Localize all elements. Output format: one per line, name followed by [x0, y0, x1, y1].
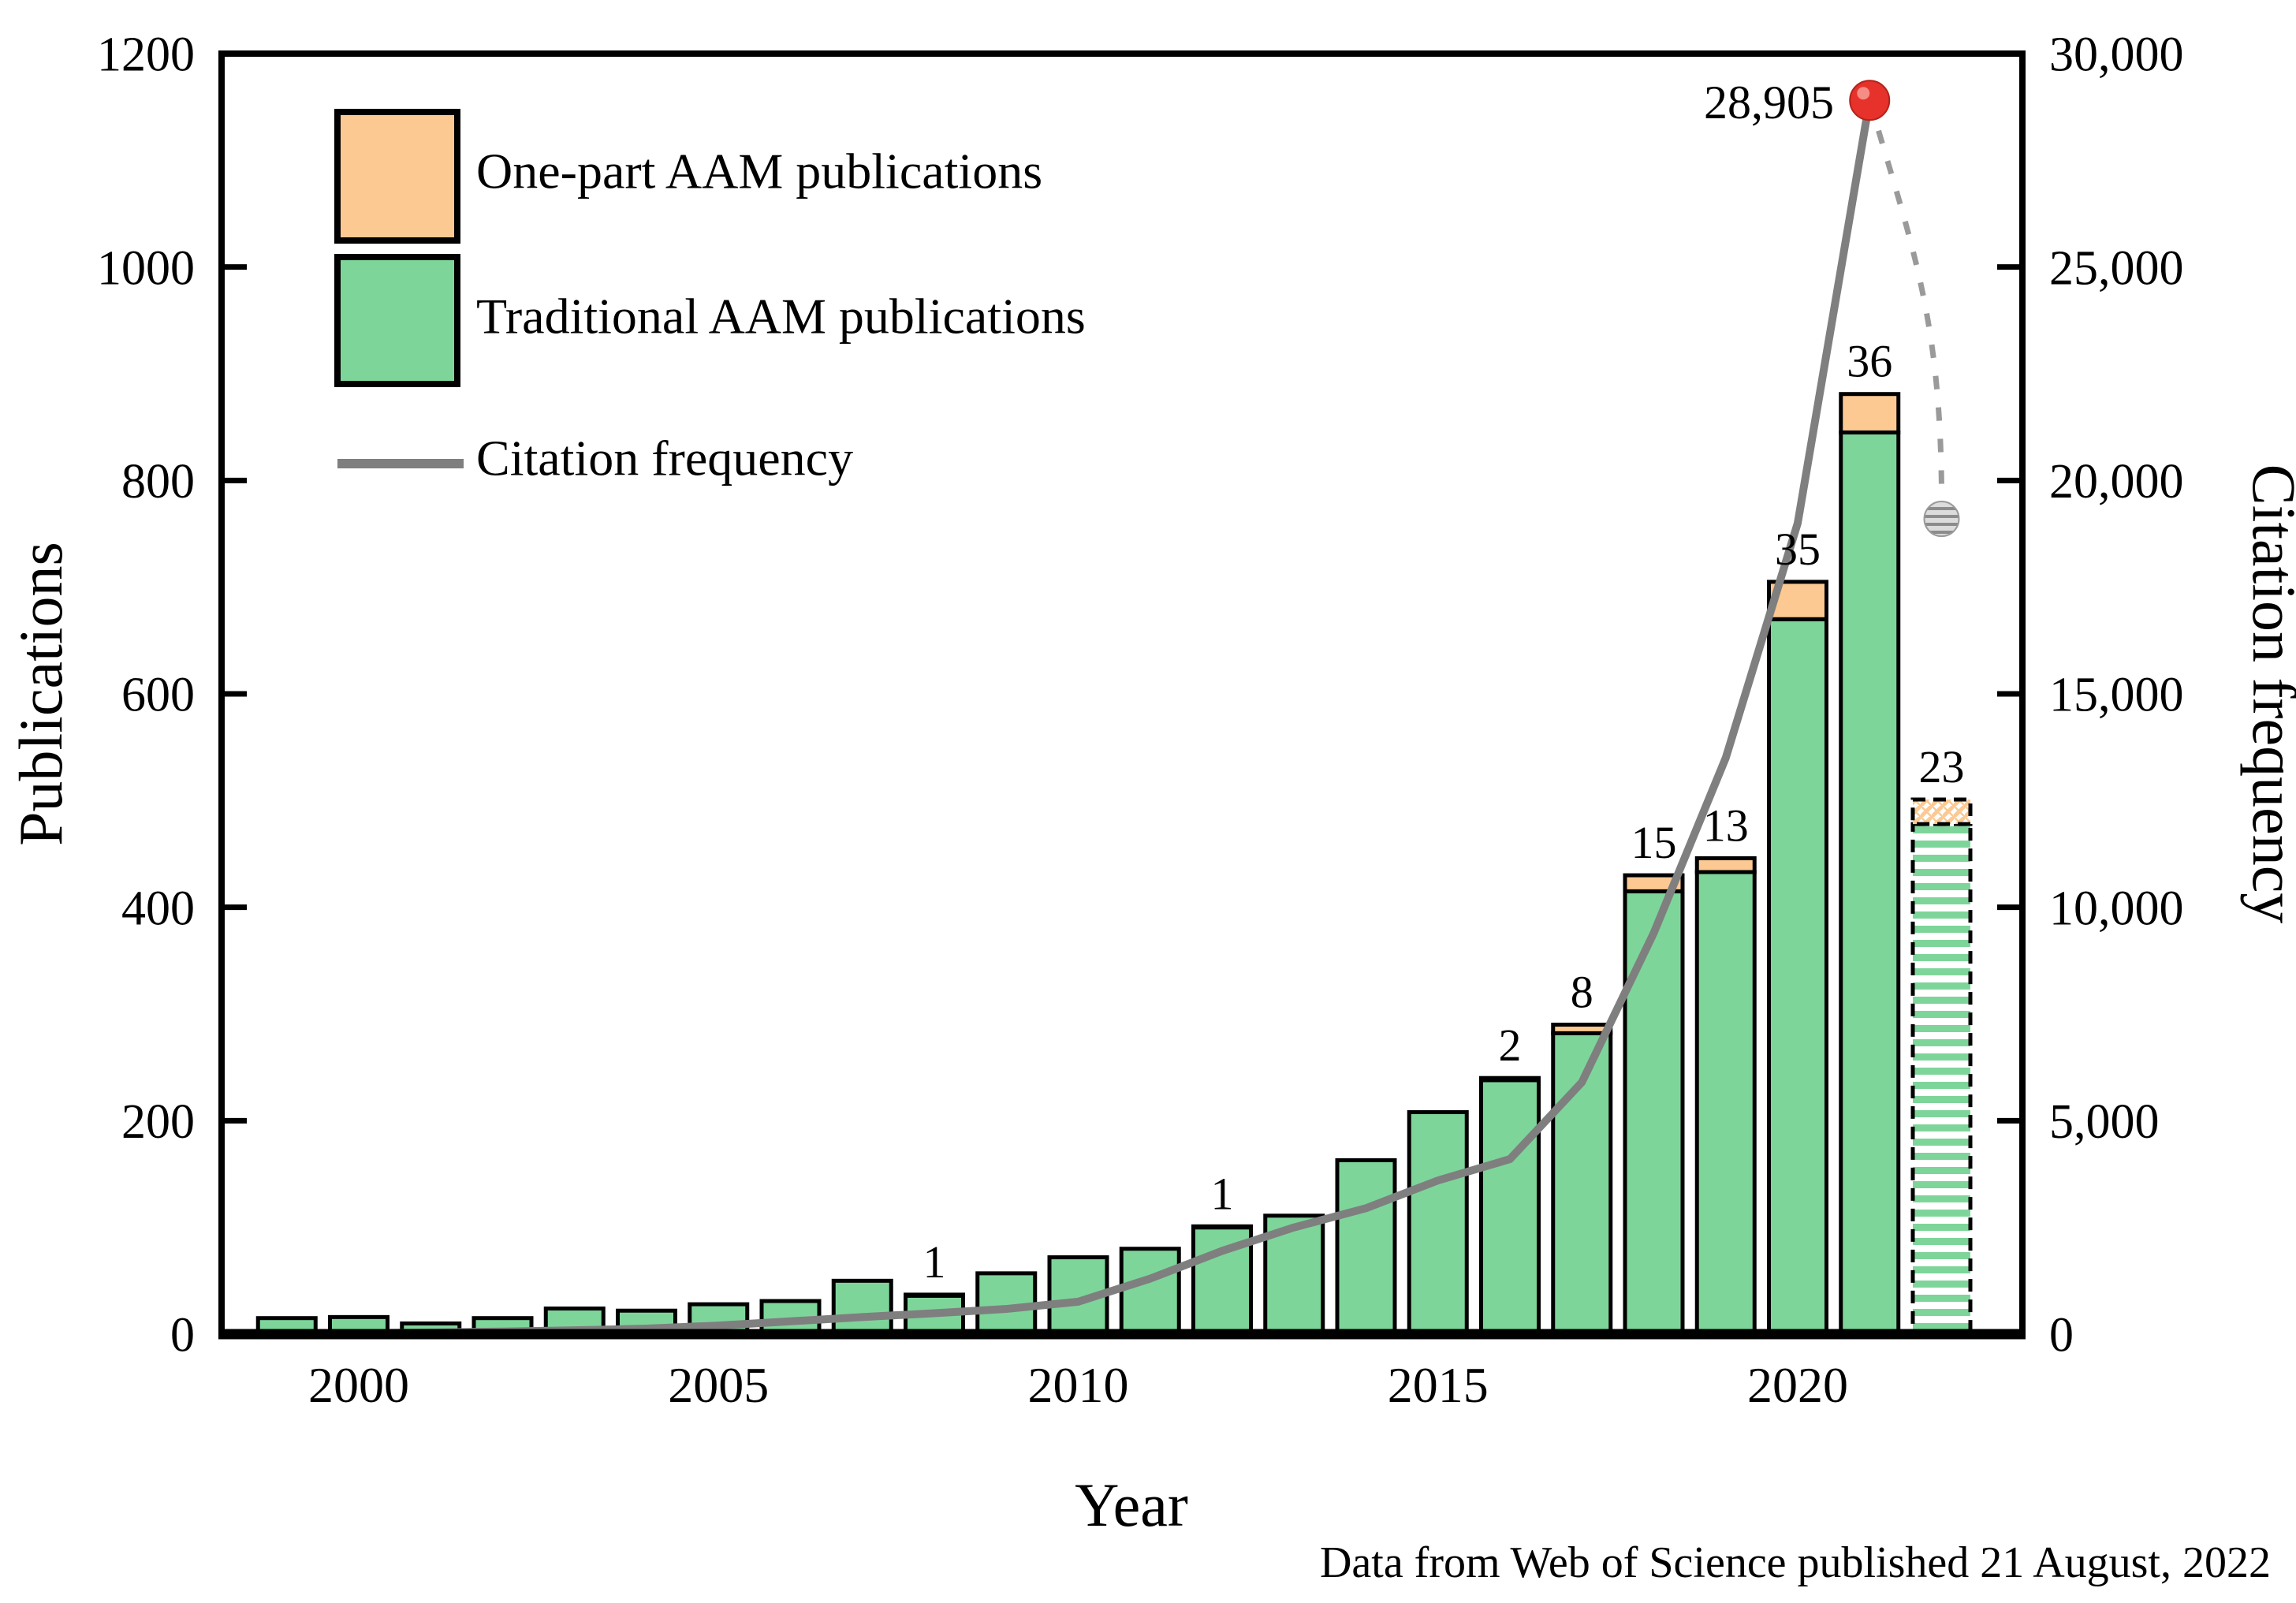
- bar-traditional-2015: [1407, 1110, 1469, 1336]
- x-tick-label-2010: 2010: [1028, 1357, 1129, 1413]
- bar-one-part-2012: [1191, 1224, 1253, 1230]
- x-tick-label-2020: 2020: [1747, 1357, 1848, 1413]
- bar-one-part-2016: [1479, 1076, 1541, 1083]
- bars-group: [255, 392, 1973, 1336]
- bar-traditional-2010: [1047, 1255, 1109, 1336]
- bar-count-label-2022: 23: [1919, 741, 1965, 792]
- plot-frame-group: [218, 50, 2026, 1340]
- projected-citation-dashed-line: [1866, 99, 1945, 520]
- highlight-red-dot-shine: [1857, 87, 1870, 100]
- legend-label-citation: Citation frequency: [476, 431, 853, 486]
- legend-swatch-traditional: [334, 254, 460, 387]
- bar-count-label-2012: 1: [1211, 1168, 1234, 1219]
- axis-ticks-group: 02004006008001000120005,00010,00015,0002…: [97, 28, 2184, 1413]
- bar-traditional-2019: [1694, 870, 1757, 1336]
- y-right-tick-label-10,000: 10,000: [2049, 882, 2184, 935]
- bar-one-part-2018: [1623, 873, 1685, 893]
- projected-citation-dot: [1923, 501, 1960, 538]
- legend-label-traditional: Traditional AAM publications: [476, 289, 1086, 345]
- x-tick-label-2000: 2000: [308, 1357, 409, 1413]
- legend: One-part AAM publications Traditional AA…: [334, 109, 1086, 486]
- bar-one-part-2019: [1694, 856, 1757, 874]
- bar-traditional-2021: [1839, 430, 1901, 1336]
- bar-one-part-2021: [1839, 392, 1901, 434]
- x-tick-label-2005: 2005: [668, 1357, 769, 1413]
- bar-traditional-2007: [831, 1278, 893, 1336]
- bar-count-label-2020: 35: [1775, 524, 1821, 575]
- bar-count-label-2008: 1: [923, 1236, 946, 1288]
- legend-label-one-part: One-part AAM publications: [476, 144, 1042, 199]
- y-left-tick-label-400: 400: [121, 882, 195, 935]
- bar-count-label-2016: 2: [1499, 1020, 1522, 1071]
- bar-count-label-2019: 13: [1703, 800, 1749, 851]
- y-right-tick-label-20,000: 20,000: [2049, 455, 2184, 509]
- bar-count-label-2018: 15: [1631, 817, 1677, 868]
- y-right-axis-title: Citation frequency: [2240, 464, 2296, 924]
- y-right-tick-label-25,000: 25,000: [2049, 241, 2184, 295]
- y-left-tick-label-200: 200: [121, 1095, 195, 1149]
- source-footnote: Data from Web of Science published 21 Au…: [1320, 1538, 2271, 1587]
- bar-count-label-2017: 8: [1571, 967, 1593, 1018]
- bar-one-part-2022: [1910, 797, 1973, 826]
- bar-traditional-2016: [1479, 1078, 1541, 1336]
- highlight-point-label: 28,905: [1704, 76, 1834, 129]
- y-left-tick-label-1200: 1200: [97, 28, 195, 82]
- x-tick-label-2015: 2015: [1388, 1357, 1489, 1413]
- y-right-tick-label-0: 0: [2049, 1309, 2074, 1363]
- y-left-axis-title: Publications: [6, 542, 75, 846]
- bar-count-label-2021: 36: [1847, 336, 1892, 387]
- annotations-group: 1 1 28 15 13 35 36 23: [923, 336, 1965, 1288]
- bar-traditional-2018: [1623, 889, 1685, 1336]
- bar-traditional-2014: [1335, 1158, 1397, 1336]
- bar-traditional-2020: [1767, 617, 1828, 1336]
- bar-traditional-2011: [1119, 1247, 1181, 1336]
- y-right-tick-label-30,000: 30,000: [2049, 28, 2184, 82]
- y-left-tick-label-1000: 1000: [97, 241, 195, 295]
- legend-swatch-one-part: [334, 109, 460, 244]
- y-left-tick-label-800: 800: [121, 455, 195, 509]
- y-right-tick-label-15,000: 15,000: [2049, 669, 2184, 722]
- highlight-red-dot: [1849, 80, 1891, 121]
- y-left-tick-label-0: 0: [170, 1309, 195, 1363]
- y-right-tick-label-5,000: 5,000: [2049, 1095, 2160, 1149]
- y-left-tick-label-600: 600: [121, 669, 195, 722]
- x-axis-title: Year: [1075, 1471, 1188, 1539]
- bar-traditional-2022: [1910, 822, 1973, 1336]
